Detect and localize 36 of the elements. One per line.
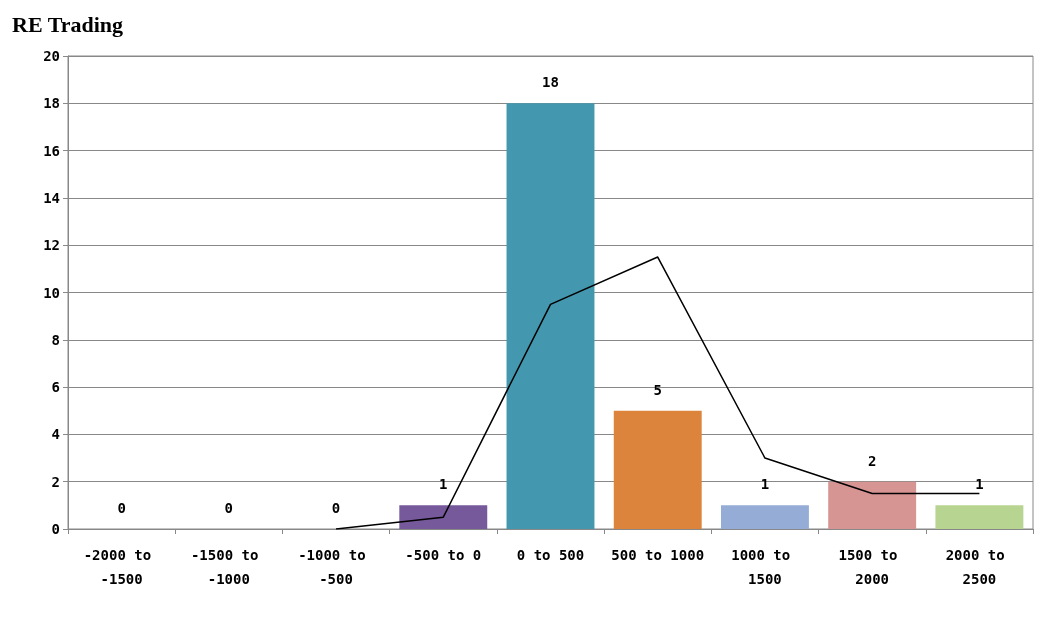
y-tick-label: 20: [43, 48, 60, 64]
bar: [399, 505, 488, 529]
data-label: 0: [331, 500, 341, 516]
bar: [506, 103, 595, 529]
data-label: 1: [975, 476, 984, 493]
x-tick-label: 2000 to 2500: [945, 547, 1014, 587]
data-label: 1: [760, 476, 770, 493]
x-tick-label: -1000 to -500: [298, 547, 374, 587]
y-tick-label: 0: [51, 521, 60, 537]
y-tick-label: 8: [51, 331, 60, 348]
y-tick-label: 4: [51, 426, 60, 443]
bar: [720, 505, 809, 529]
y-tick-label: 16: [43, 142, 60, 159]
data-label: 18: [542, 74, 559, 91]
x-tick-label: 1500 to 2000: [838, 547, 906, 587]
bar: [828, 481, 917, 529]
x-tick-label: 0 to 500: [516, 547, 585, 563]
x-tick-label: 500 to 1000: [611, 547, 705, 563]
y-tick-label: 18: [43, 95, 60, 112]
data-label: 0: [117, 500, 126, 516]
x-tick-label: -500 to 0: [405, 547, 482, 563]
data-label: 1: [439, 476, 448, 493]
y-tick-label: 14: [43, 189, 60, 206]
y-tick-label: 12: [43, 237, 60, 254]
bar: [935, 505, 1024, 529]
chart-title: RE Trading: [12, 12, 124, 38]
bar: [613, 410, 702, 529]
y-tick-label: 6: [51, 379, 60, 396]
data-label: 2: [867, 452, 877, 469]
x-tick-label: -2000 to -1500: [83, 547, 160, 587]
y-tick-label: 2: [51, 473, 60, 490]
data-label: 0: [224, 500, 234, 516]
x-tick-label: -1500 to -1000: [190, 547, 267, 587]
data-label: 5: [653, 381, 662, 398]
y-tick-label: 10: [43, 284, 60, 301]
x-tick-label: 1000 to 1500: [731, 547, 799, 587]
